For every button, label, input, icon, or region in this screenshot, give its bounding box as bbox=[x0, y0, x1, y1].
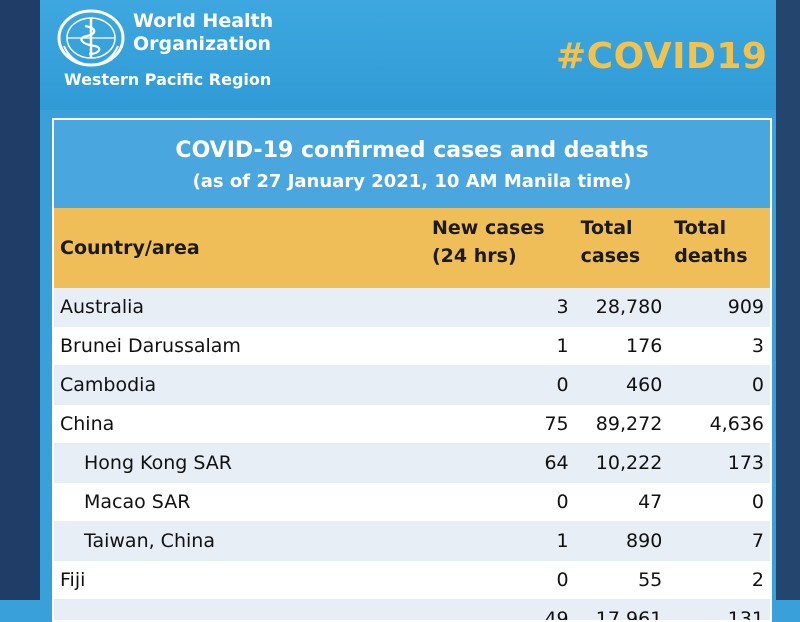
new-cases-cell: 0 bbox=[426, 366, 575, 405]
new-cases-cell: 0 bbox=[426, 483, 575, 522]
cases-table-card: COVID-19 confirmed cases and deaths (as … bbox=[52, 118, 772, 622]
country-cell bbox=[54, 600, 426, 622]
total-cases-cell: 890 bbox=[575, 522, 669, 561]
table-row: Taiwan, China 1 890 7 bbox=[54, 522, 770, 561]
total-deaths-cell: 909 bbox=[668, 288, 770, 327]
column-header-new-cases-line1: New cases bbox=[432, 214, 569, 242]
column-header-country: Country/area bbox=[54, 208, 426, 288]
total-cases-cell: 55 bbox=[575, 561, 669, 600]
new-cases-cell: 64 bbox=[426, 444, 575, 483]
country-cell: Taiwan, China bbox=[54, 522, 426, 561]
total-cases-cell: 10,222 bbox=[575, 444, 669, 483]
total-cases-cell: 17,961 bbox=[575, 600, 669, 622]
total-deaths-cell: 0 bbox=[668, 366, 770, 405]
column-header-total-deaths-line1: Total bbox=[674, 214, 764, 242]
new-cases-cell: 75 bbox=[426, 405, 575, 444]
organization-name-line1: World Health bbox=[133, 10, 273, 33]
organization-name-line2: Organization bbox=[133, 33, 273, 56]
total-cases-cell: 89,272 bbox=[575, 405, 669, 444]
table-row: Australia 3 28,780 909 bbox=[54, 288, 770, 327]
total-cases-cell: 47 bbox=[575, 483, 669, 522]
column-header-total-deaths: Total deaths bbox=[668, 208, 770, 288]
country-cell: Australia bbox=[54, 288, 426, 327]
total-deaths-cell: 0 bbox=[668, 483, 770, 522]
table-title-bar: COVID-19 confirmed cases and deaths (as … bbox=[54, 120, 770, 208]
column-header-new-cases: New cases (24 hrs) bbox=[426, 208, 575, 288]
screen-bezel-left bbox=[0, 0, 40, 600]
table-row: Brunei Darussalam 1 176 3 bbox=[54, 327, 770, 366]
new-cases-cell: 3 bbox=[426, 288, 575, 327]
cases-table: Country/area New cases (24 hrs) Total ca… bbox=[54, 208, 770, 622]
total-cases-cell: 460 bbox=[575, 366, 669, 405]
country-cell: Brunei Darussalam bbox=[54, 327, 426, 366]
screen-bezel-right bbox=[776, 0, 800, 600]
country-cell: Hong Kong SAR bbox=[54, 444, 426, 483]
total-cases-cell: 176 bbox=[575, 327, 669, 366]
country-cell: Macao SAR bbox=[54, 483, 426, 522]
covid-hashtag: #COVID19 bbox=[556, 36, 767, 77]
organization-name: World Health Organization bbox=[133, 10, 273, 56]
table-subtitle: (as of 27 January 2021, 10 AM Manila tim… bbox=[54, 163, 770, 192]
country-cell: Cambodia bbox=[54, 366, 426, 405]
total-deaths-cell: 131 bbox=[668, 600, 770, 622]
who-emblem-icon bbox=[56, 8, 126, 68]
total-deaths-cell: 7 bbox=[668, 522, 770, 561]
total-cases-cell: 28,780 bbox=[575, 288, 669, 327]
table-row: 49 17,961 131 bbox=[54, 600, 770, 622]
new-cases-cell: 1 bbox=[426, 327, 575, 366]
table-row: China 75 89,272 4,636 bbox=[54, 405, 770, 444]
total-deaths-cell: 3 bbox=[668, 327, 770, 366]
table-row: Hong Kong SAR 64 10,222 173 bbox=[54, 444, 770, 483]
total-deaths-cell: 4,636 bbox=[668, 405, 770, 444]
column-header-new-cases-line2: (24 hrs) bbox=[432, 242, 569, 270]
column-header-total-cases-line1: Total bbox=[581, 214, 663, 242]
new-cases-cell: 49 bbox=[426, 600, 575, 622]
table-row: Cambodia 0 460 0 bbox=[54, 366, 770, 405]
table-row: Fiji 0 55 2 bbox=[54, 561, 770, 600]
table-header-row: Country/area New cases (24 hrs) Total ca… bbox=[54, 208, 770, 288]
column-header-total-cases-line2: cases bbox=[581, 242, 663, 270]
column-header-total-deaths-line2: deaths bbox=[674, 242, 764, 270]
new-cases-cell: 0 bbox=[426, 561, 575, 600]
total-deaths-cell: 2 bbox=[668, 561, 770, 600]
organization-region: Western Pacific Region bbox=[64, 70, 271, 89]
new-cases-cell: 1 bbox=[426, 522, 575, 561]
total-deaths-cell: 173 bbox=[668, 444, 770, 483]
country-cell: Fiji bbox=[54, 561, 426, 600]
table-title: COVID-19 confirmed cases and deaths bbox=[54, 120, 770, 163]
column-header-total-cases: Total cases bbox=[575, 208, 669, 288]
table-row: Macao SAR 0 47 0 bbox=[54, 483, 770, 522]
country-cell: China bbox=[54, 405, 426, 444]
